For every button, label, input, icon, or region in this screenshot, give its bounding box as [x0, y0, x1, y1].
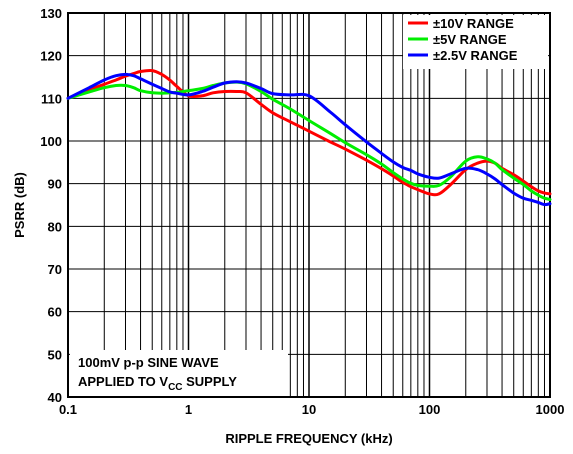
annotation-background [70, 350, 288, 396]
annotation-line-2-subscript: CC [168, 382, 182, 393]
y-tick-label: 120 [40, 49, 62, 64]
y-tick-label: 60 [48, 305, 62, 320]
legend: ±10V RANGE±5V RANGE±2.5V RANGE [403, 15, 548, 69]
y-tick-label: 110 [41, 91, 62, 106]
y-tick-label: 70 [48, 262, 62, 277]
y-axis-label: PSRR (dB) [12, 172, 27, 238]
y-tick-label: 50 [48, 347, 62, 362]
annotation-line-2-prefix: APPLIED TO V [78, 374, 168, 389]
annotation-box: 100mV p-p SINE WAVE APPLIED TO VCC SUPPL… [70, 350, 288, 396]
legend-label: ±5V RANGE [433, 32, 507, 47]
y-tick-label: 80 [48, 219, 62, 234]
series-line [66, 80, 552, 201]
x-tick-label: 0.1 [59, 402, 77, 417]
annotation-line-1: 100mV p-p SINE WAVE [78, 355, 219, 370]
y-tick-label: 90 [48, 177, 62, 192]
series-line [66, 72, 552, 207]
x-tick-label: 10 [302, 402, 316, 417]
y-tick-label: 100 [40, 134, 62, 149]
x-tick-label: 1 [185, 402, 192, 417]
annotation-line-2: APPLIED TO VCC SUPPLY [78, 374, 237, 393]
x-tick-label: 100 [419, 402, 441, 417]
legend-label: ±10V RANGE [433, 16, 514, 31]
x-axis-label: RIPPLE FREQUENCY (kHz) [225, 431, 392, 446]
y-tick-label: 130 [40, 6, 62, 21]
annotation-line-2-suffix: SUPPLY [183, 374, 238, 389]
y-tick-label: 40 [48, 390, 62, 405]
legend-label: ±2.5V RANGE [433, 48, 518, 63]
series-group [66, 68, 552, 207]
x-tick-label: 1000 [536, 402, 565, 417]
grid [67, 12, 550, 398]
